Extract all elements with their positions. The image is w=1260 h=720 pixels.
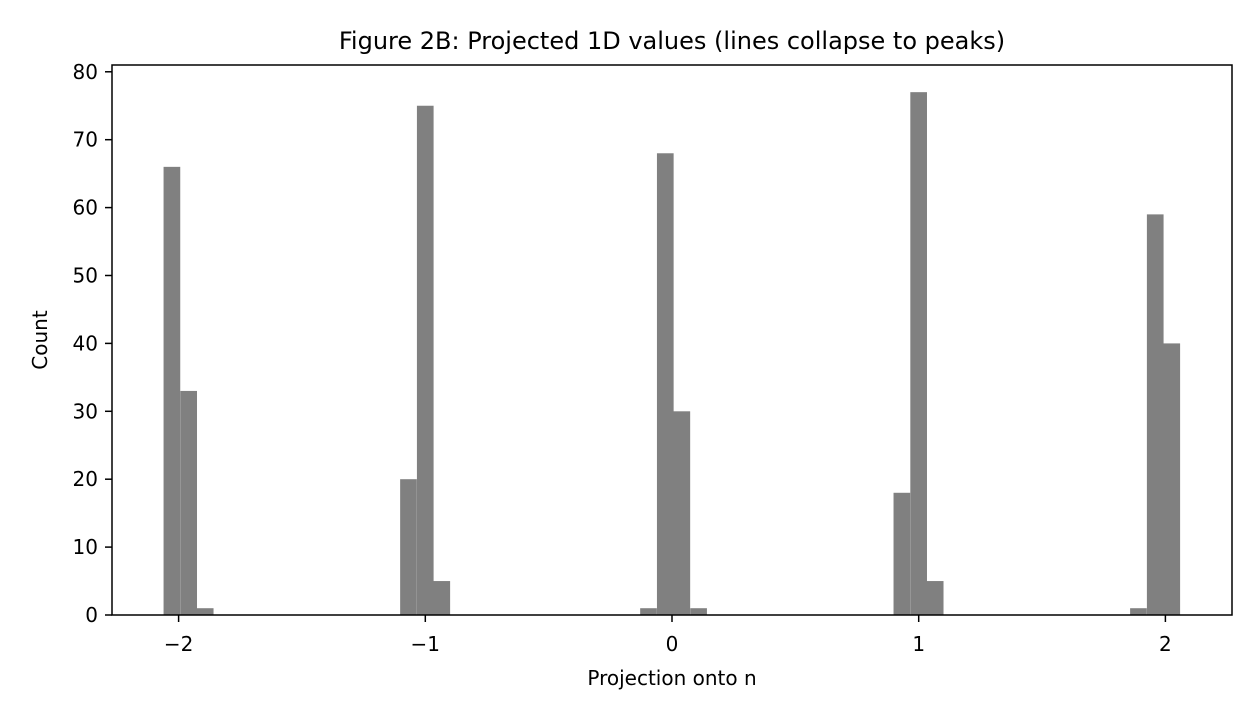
histogram-bar [1163,343,1181,615]
histogram-bar [416,105,434,616]
x-axis-title: Projection onto n [587,666,756,690]
histogram-bar [910,92,927,615]
y-tick-label: 40 [73,331,98,355]
histogram-bar [926,581,944,615]
y-tick-label: 10 [73,535,98,559]
y-tick-label: 30 [73,399,98,423]
x-axis: −2 −1 0 1 2 [164,615,1172,656]
histogram-bar [656,153,674,615]
histogram-bar [893,492,911,615]
histogram-bar [1146,214,1164,615]
y-tick-label: 0 [85,603,98,627]
y-tick-label: 80 [73,60,98,84]
y-tick-label: 20 [73,467,98,491]
y-axis-title: Count [28,310,52,370]
histogram-bar [690,608,707,615]
y-axis: 0 10 20 30 40 50 60 70 80 [73,60,112,627]
x-tick-label: 2 [1159,632,1172,656]
x-tick-label: 0 [666,632,679,656]
histogram-bar [400,479,417,615]
histogram-bar [1130,608,1147,615]
histogram-bar [673,411,691,615]
y-tick-label: 60 [73,196,98,220]
y-tick-label: 50 [73,263,98,287]
histogram-bar [180,390,198,615]
bars-layer [163,92,1181,616]
histogram-bar [433,581,451,615]
x-tick-label: 1 [912,632,925,656]
histogram-bar [640,608,657,615]
histogram-bar [163,166,181,615]
histogram-bar [196,608,214,615]
y-tick-label: 70 [73,128,98,152]
chart-title: Figure 2B: Projected 1D values (lines co… [339,27,1005,55]
x-tick-label: −2 [164,632,193,656]
x-tick-label: −1 [411,632,440,656]
